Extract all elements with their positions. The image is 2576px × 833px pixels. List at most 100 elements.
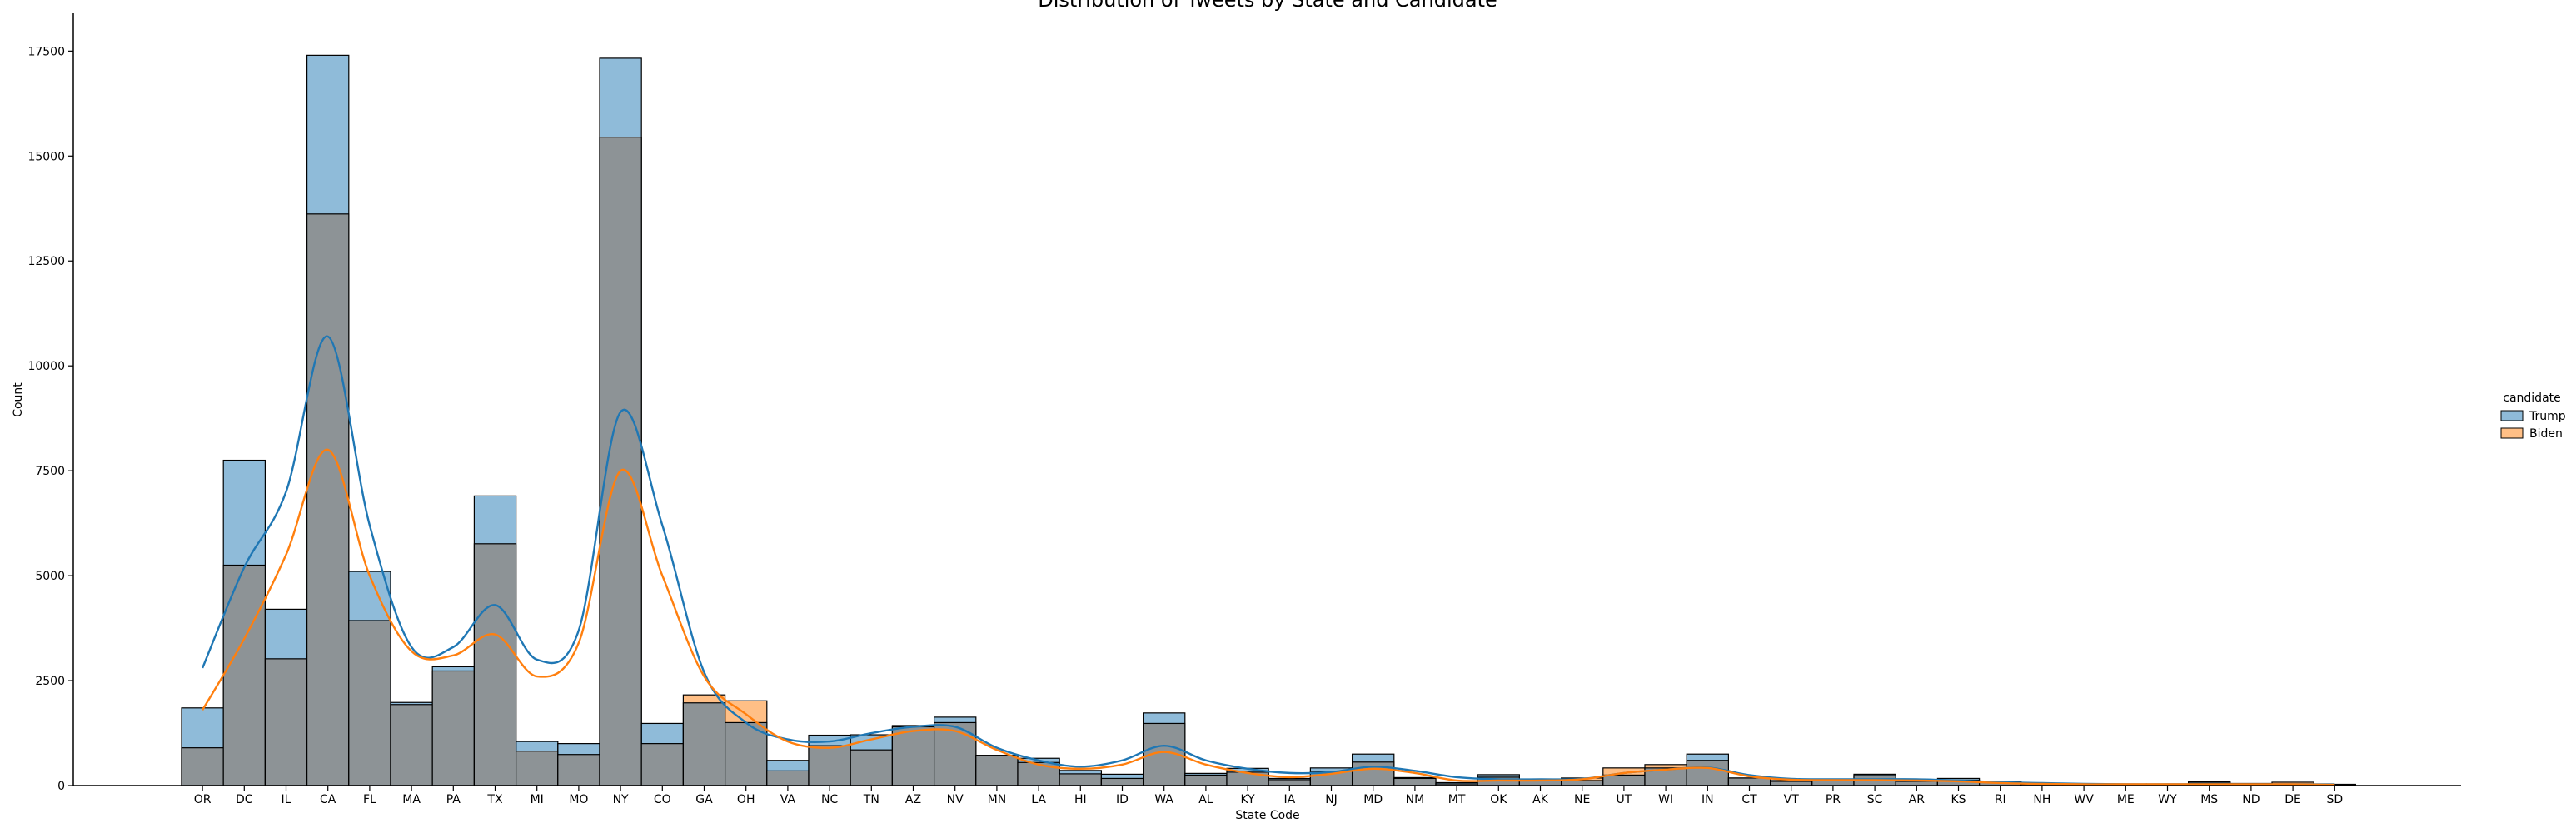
x-ticks: OR DC IL CA FL MA PA TX MI MO NY CO GA OH VA NC TN AZ NV MN… [194,786,2343,806]
x-tick-label-PR: PR [1826,793,1841,806]
x-tick-label-AK: AK [1532,793,1549,806]
x-tick-label-DC: DC [236,793,253,806]
x-tick-label-ME: ME [2117,793,2135,806]
legend-swatch-trump [2500,410,2524,421]
x-tick-label-AZ: AZ [905,793,921,806]
x-tick-label-MS: MS [2200,793,2218,806]
x-tick-label-ID: ID [1116,793,1129,806]
kde-line-biden [202,448,2335,786]
bar-AR-overlap [1895,781,1938,786]
legend-label-trump: Trump [2529,410,2566,423]
bar-VT-overlap [1770,781,1813,786]
x-tick-label-IL: IL [282,793,291,806]
x-tick-label-MD: MD [1363,793,1383,806]
bar-VA-overlap [766,770,810,786]
kde-line-trump [201,335,2335,786]
bar-AL-overlap [1184,774,1228,786]
bar-PA-overlap [431,670,476,786]
x-tick-label-CA: CA [320,793,336,806]
bar-CA-overlap [306,213,350,786]
bar-LA-overlap [1017,761,1060,786]
x-tick-label-WI: WI [1658,793,1673,806]
bar-CT-overlap [1727,777,1771,786]
x-tick-label-SC: SC [1867,793,1883,806]
x-tick-label-NY: NY [613,793,629,806]
x-tick-label-HI: HI [1074,793,1087,806]
y-tick-label: 15000 [27,150,65,163]
legend-label-biden: Biden [2529,427,2563,441]
legend-title: candidate [2503,392,2561,405]
x-tick-label-ND: ND [2242,793,2260,806]
bar-NM-overlap [1393,777,1437,786]
x-tick-label-OR: OR [194,793,212,806]
x-tick-label-IN: IN [1702,793,1714,806]
legend: candidate Trump Biden [2500,392,2566,441]
x-tick-label-NV: NV [947,793,964,806]
chart-title: Distribution of Tweets by State and Cand… [1038,0,1497,12]
x-tick-label-CT: CT [1741,793,1757,806]
x-axis-label: State Code [1235,809,1299,822]
x-tick-label-CO: CO [654,793,671,806]
x-tick-label-TX: TX [486,793,503,806]
bar-CO-overlap [640,743,685,786]
x-tick-label-AR: AR [1909,793,1926,806]
x-tick-label-FL: FL [363,793,376,806]
bar-NC-overlap [808,745,851,786]
x-tick-label-NE: NE [1574,793,1590,806]
legend-swatch-biden [2500,427,2524,439]
x-tick-label-NC: NC [821,793,838,806]
bar-OH-overlap [724,721,768,786]
bar-MD-overlap [1351,761,1395,786]
bar-HI-overlap [1059,773,1102,786]
bar-MI-overlap [515,751,559,786]
x-tick-label-WY: WY [2158,793,2177,806]
kde-lines-layer [201,335,2335,786]
x-tick-label-OK: OK [1490,793,1507,806]
y-ticks: 0 2500 5000 7500 10000 12500 15000 17500 [27,45,73,793]
x-tick-label-KS: KS [1951,793,1966,806]
x-tick-label-UT: UT [1616,793,1632,806]
x-tick-label-MN: MN [988,793,1007,806]
bar-TN-overlap [850,749,894,786]
x-tick-label-RI: RI [1995,793,2006,806]
bar-MN-overlap [975,755,1019,786]
x-tick-label-MT: MT [1448,793,1466,806]
y-tick-label: 17500 [27,45,65,58]
bar-OR-overlap [181,747,224,786]
x-tick-label-GA: GA [695,793,713,806]
bar-UT-overlap [1602,774,1646,786]
bar-NE-overlap [1560,780,1604,786]
x-tick-label-OH: OH [737,793,755,806]
y-tick-label: 7500 [35,465,65,478]
x-tick-label-SD: SD [2326,793,2343,806]
bar-PR-overlap [1811,780,1855,786]
bar-IL-overlap [264,658,308,786]
x-tick-label-VA: VA [780,793,796,806]
x-tick-label-MO: MO [569,793,588,806]
bar-AZ-overlap [891,726,935,786]
x-tick-label-KY: KY [1240,793,1255,806]
y-axis-label: Count [12,382,25,417]
y-tick-label: 12500 [27,255,65,268]
bar-TX-overlap [473,543,517,786]
x-tick-label-VT: VT [1784,793,1800,806]
bar-IA-overlap [1268,779,1311,786]
bar-MO-overlap [557,754,600,786]
x-tick-label-WV: WV [2074,793,2094,806]
bars-layer [181,54,2356,786]
y-tick-label: 2500 [35,675,65,688]
x-tick-label-WA: WA [1154,793,1173,806]
bar-MA-overlap [390,704,433,786]
x-tick-label-TN: TN [863,793,879,806]
bar-IN-overlap [1686,760,1729,786]
x-tick-label-DE: DE [2285,793,2301,806]
bar-FL-overlap [348,620,391,786]
x-tick-label-AL: AL [1198,793,1213,806]
x-tick-label-MA: MA [402,793,421,806]
x-tick-label-MI: MI [531,793,544,806]
y-tick-label: 10000 [27,360,65,373]
bar-NY-overlap [599,137,642,786]
x-tick-label-NJ: NJ [1325,793,1338,806]
x-tick-label-LA: LA [1031,793,1046,806]
